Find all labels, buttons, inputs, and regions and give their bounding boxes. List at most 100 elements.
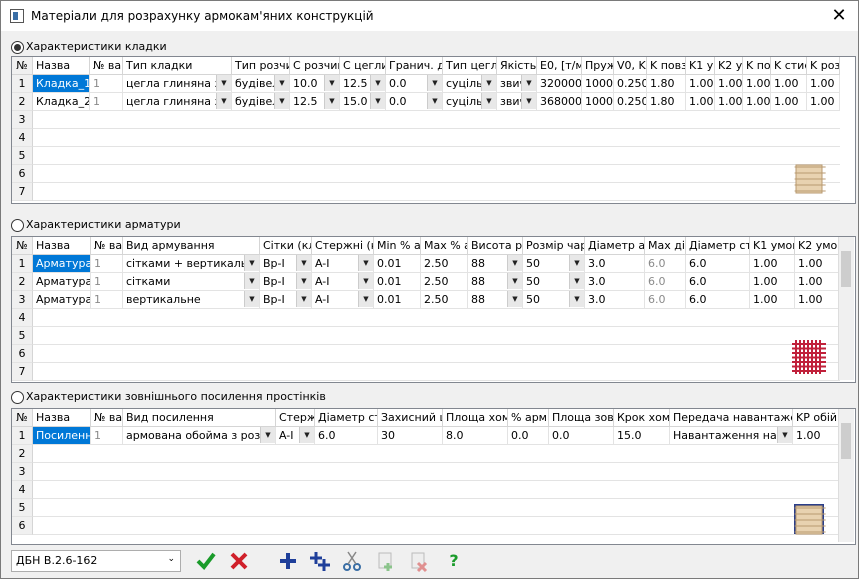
dropdown-button[interactable]: ▼ — [274, 93, 289, 109]
section-radio[interactable] — [11, 391, 24, 404]
scrollbar[interactable] — [838, 409, 854, 542]
grid-cell[interactable]: 1.00 — [686, 93, 715, 111]
column-header[interactable]: Захисний ш — [378, 409, 443, 427]
column-header[interactable]: № ва — [91, 237, 123, 255]
column-header[interactable]: Max діа — [645, 237, 686, 255]
grid-cell[interactable]: 320000. — [537, 75, 582, 93]
column-header[interactable]: % арм — [508, 409, 549, 427]
grid-cell[interactable]: 6.0 — [315, 427, 378, 445]
grid-cell[interactable]: Вр-I — [260, 255, 312, 273]
grid-cell[interactable]: вертикальне — [123, 291, 260, 309]
column-header[interactable]: K1 умов — [750, 237, 795, 255]
dropdown-button[interactable]: ▼ — [324, 75, 339, 91]
insert-button[interactable] — [306, 549, 332, 573]
grid-cell[interactable]: 50 — [523, 273, 585, 291]
column-header[interactable]: E0, [т/м — [537, 57, 582, 75]
grid-cell[interactable]: 1 — [90, 75, 123, 93]
dropdown-button[interactable]: ▼ — [296, 255, 311, 271]
column-header[interactable]: Гранич. д — [386, 57, 443, 75]
column-header[interactable]: Діаметр сте — [686, 237, 750, 255]
grid-cell[interactable]: 1.80 — [647, 75, 686, 93]
column-header[interactable]: K стис — [771, 57, 807, 75]
grid-cell[interactable]: 1.00 — [686, 75, 715, 93]
grid-cell[interactable]: 1000 — [582, 75, 614, 93]
grid-cell[interactable]: 8.0 — [443, 427, 508, 445]
grid-cell[interactable]: 0.0 — [386, 75, 443, 93]
dropdown-button[interactable]: ▼ — [296, 273, 311, 289]
grid-cell[interactable]: сітками — [123, 273, 260, 291]
dropdown-button[interactable]: ▼ — [521, 75, 536, 91]
column-header[interactable]: Якість — [497, 57, 537, 75]
add-button[interactable] — [275, 549, 301, 573]
grid-cell[interactable]: 6.0 — [686, 291, 750, 309]
grid-cell[interactable]: цегла глиняна зв — [123, 93, 232, 111]
column-header[interactable]: № ва — [90, 57, 123, 75]
grid-cell[interactable]: 3.0 — [585, 273, 645, 291]
dropdown-button[interactable]: ▼ — [507, 273, 522, 289]
dropdown-button[interactable]: ▼ — [244, 291, 259, 307]
grid-cell[interactable]: 1.00 — [750, 291, 795, 309]
cancel-button[interactable] — [226, 549, 252, 573]
grid-cell[interactable]: 1.00 — [793, 427, 840, 445]
column-header[interactable]: С цегли — [340, 57, 386, 75]
column-header[interactable]: № ва — [91, 409, 123, 427]
grid-cell[interactable]: 15.0 — [340, 93, 386, 111]
grid-cell[interactable]: армована обойма з розчин — [123, 427, 276, 445]
grid-cell[interactable]: 1.00 — [750, 255, 795, 273]
grid-cell[interactable]: 0.250 — [614, 75, 647, 93]
column-header[interactable]: Вид армування — [123, 237, 260, 255]
grid-cell[interactable]: 0.01 — [374, 291, 421, 309]
grid-cell[interactable]: 1.00 — [795, 273, 840, 291]
delete-button[interactable] — [406, 549, 432, 573]
grid-cell[interactable]: 1 — [91, 273, 123, 291]
grid-cell[interactable]: 30 — [378, 427, 443, 445]
grid-cell[interactable]: будівел — [232, 93, 290, 111]
grid-cell[interactable]: 1.00 — [715, 75, 743, 93]
grid-cell[interactable]: A-I — [276, 427, 315, 445]
norm-select[interactable]: ДБН В.2.6-162 ⌄ — [11, 550, 181, 572]
column-header[interactable]: K2 умов — [795, 237, 840, 255]
scroll-thumb[interactable] — [841, 251, 851, 287]
grid-cell[interactable]: 1.00 — [807, 75, 840, 93]
dropdown-button[interactable]: ▼ — [507, 255, 522, 271]
dropdown-button[interactable]: ▼ — [481, 75, 496, 91]
grid-cell[interactable]: 1.80 — [647, 93, 686, 111]
grid-cell[interactable]: 0.250 — [614, 93, 647, 111]
scroll-thumb[interactable] — [841, 423, 851, 459]
grid-cell[interactable]: Навантаження на о — [670, 427, 793, 445]
dropdown-button[interactable]: ▼ — [274, 75, 289, 91]
cut-button[interactable] — [339, 549, 365, 573]
dropdown-button[interactable]: ▼ — [370, 75, 385, 91]
grid-cell[interactable]: 1.00 — [715, 93, 743, 111]
close-button[interactable]: ✕ — [831, 5, 847, 26]
grid-cell[interactable]: Посилення — [33, 427, 91, 445]
grid-cell[interactable]: 88 — [468, 273, 523, 291]
section-radio[interactable] — [11, 219, 24, 232]
column-header[interactable]: Крок хому — [614, 409, 670, 427]
column-header[interactable]: K1 ум — [686, 57, 715, 75]
column-header[interactable]: V0, K — [614, 57, 647, 75]
column-header[interactable]: K повз — [647, 57, 686, 75]
column-header[interactable]: Назва — [33, 237, 91, 255]
section-radio[interactable] — [11, 41, 24, 54]
grid-cell[interactable]: 2.50 — [421, 291, 468, 309]
column-header[interactable]: С розчин — [290, 57, 340, 75]
column-header[interactable]: KP обій — [793, 409, 840, 427]
dropdown-button[interactable]: ▼ — [358, 273, 373, 289]
grid-cell[interactable]: 12.5 — [340, 75, 386, 93]
grid-cell[interactable]: Арматура_ — [33, 273, 91, 291]
grid-cell[interactable]: будівел — [232, 75, 290, 93]
dropdown-button[interactable]: ▼ — [358, 255, 373, 271]
column-header[interactable]: K пон — [743, 57, 771, 75]
column-header[interactable]: Передача навантажен — [670, 409, 793, 427]
dropdown-button[interactable]: ▼ — [569, 273, 584, 289]
column-header[interactable]: Тип кладки — [123, 57, 232, 75]
grid-cell[interactable]: 1.00 — [750, 273, 795, 291]
grid-cell[interactable]: 0.01 — [374, 273, 421, 291]
column-header[interactable]: Назва — [33, 409, 91, 427]
grid-cell[interactable]: 6.0 — [686, 255, 750, 273]
column-header[interactable]: Площа хому — [443, 409, 508, 427]
grid-cell[interactable]: 1.00 — [743, 75, 771, 93]
column-header[interactable]: K2 ум — [715, 57, 743, 75]
dropdown-button[interactable]: ▼ — [299, 427, 314, 443]
